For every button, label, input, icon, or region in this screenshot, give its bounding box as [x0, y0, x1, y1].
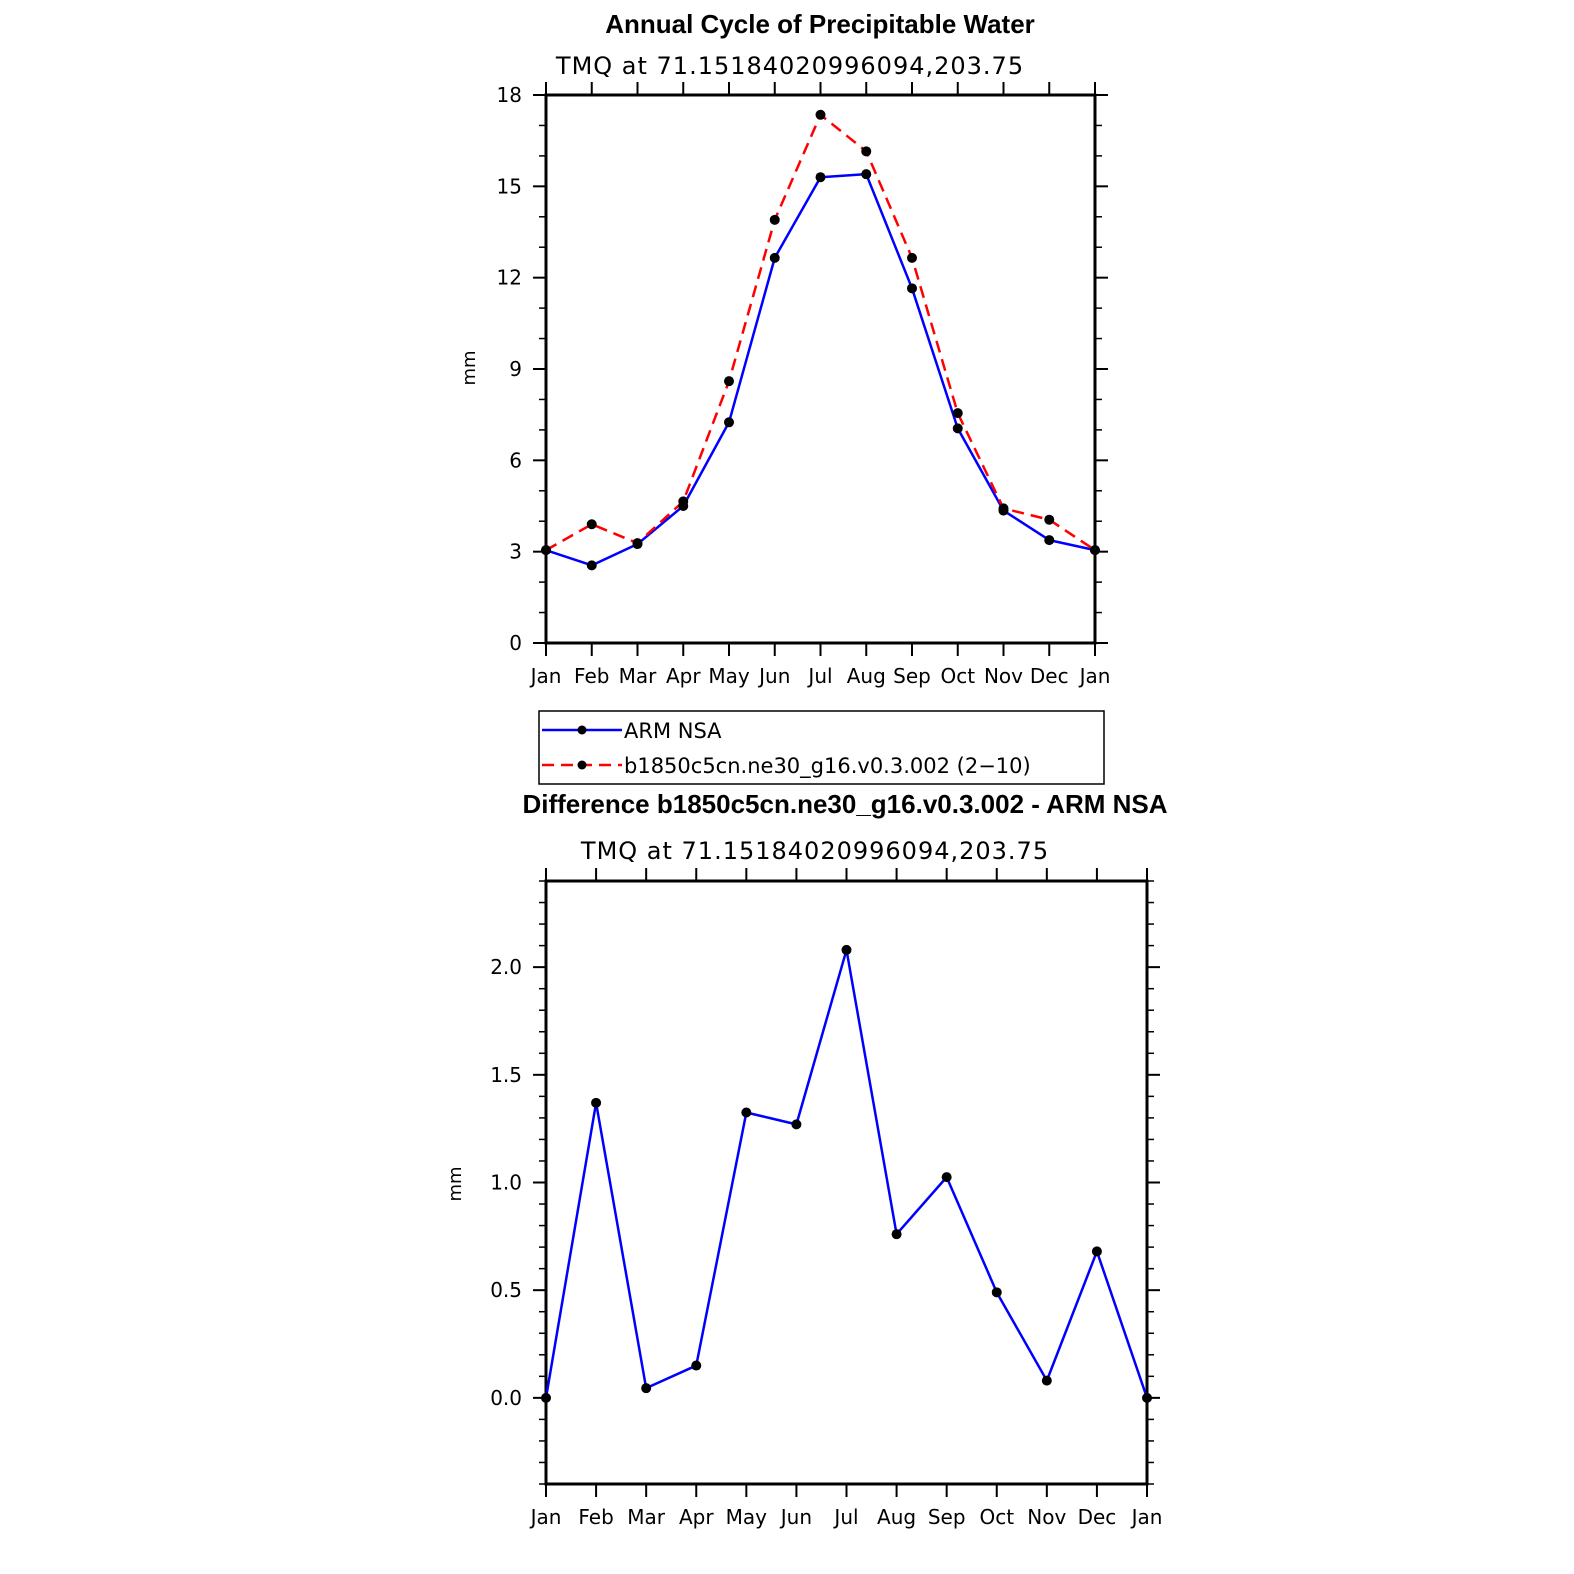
series-0-point	[591, 1097, 602, 1108]
x-tick-label: Apr	[679, 1505, 714, 1529]
x-tick-label: Jan	[529, 664, 562, 688]
x-tick-label: May	[708, 664, 750, 688]
series-1-point	[952, 408, 963, 419]
series-0-point	[791, 1119, 802, 1130]
chart1-subtitle: TMQ at 71.15184020996094,203.75	[555, 52, 1024, 80]
x-tick-label: Aug	[847, 664, 886, 688]
x-tick-label: Jan	[529, 1505, 562, 1529]
y-tick-label: 9	[509, 357, 522, 381]
series-1-point	[541, 545, 551, 556]
series-0-point	[641, 1383, 652, 1394]
legend-frame	[538, 710, 1105, 785]
series-0-point	[891, 1229, 902, 1240]
series-1-point	[1044, 514, 1055, 525]
chart2-subtitle: TMQ at 71.15184020996094,203.75	[580, 837, 1049, 865]
chart1-y-axis-label: mm	[459, 350, 480, 385]
y-tick-label: 0	[509, 631, 522, 655]
x-tick-label: Mar	[627, 1505, 666, 1529]
y-tick-label: 12	[497, 266, 522, 290]
x-tick-label: May	[726, 1505, 768, 1529]
y-tick-label: 0.0	[490, 1386, 522, 1410]
y-tick-label: 18	[497, 83, 522, 107]
series-1-point	[632, 538, 643, 549]
chart1-axis-ticks	[533, 82, 1108, 656]
annual-cycle-chart: Annual Cycle of Precipitable Water TMQ a…	[459, 9, 1111, 785]
series-0-point	[1091, 1246, 1102, 1257]
chart1-y-tick-labels: 0 3 6 9 12 15 18	[497, 83, 522, 655]
series-0-point	[941, 1172, 952, 1183]
chart1-x-tick-labels: Jan Feb Mar Apr May Jun Jul Aug Sep Oct Nov Dec Jan	[529, 664, 1111, 688]
series-0-point	[841, 944, 852, 955]
series-1-point	[1090, 545, 1100, 556]
y-tick-label: 1.5	[490, 1063, 522, 1087]
series-1-point	[998, 503, 1009, 514]
chart1-legend: ARM NSA b1850c5cn.ne30_g16.v0.3.002 (2−1…	[538, 710, 1105, 785]
series-0-point	[861, 169, 872, 180]
x-tick-label: Mar	[619, 664, 658, 688]
y-tick-label: 3	[509, 540, 522, 564]
chart2-title: Difference b1850c5cn.ne30_g16.v0.3.002 -…	[522, 789, 1167, 819]
x-tick-label: Nov	[984, 664, 1023, 688]
x-tick-label: Feb	[574, 664, 609, 688]
series-line-0	[545, 172, 1096, 567]
series-0-point	[741, 1107, 752, 1118]
series-0-point	[769, 252, 780, 263]
x-tick-label: Feb	[578, 1505, 613, 1529]
x-tick-label: Oct	[979, 1505, 1014, 1529]
series-1-point	[815, 109, 826, 120]
difference-chart: Difference b1850c5cn.ne30_g16.v0.3.002 -…	[445, 789, 1168, 1529]
series-0-point	[952, 423, 963, 434]
x-tick-label: Jan	[1130, 1505, 1163, 1529]
series-1-point	[907, 252, 917, 263]
chart2-plot-frame	[544, 879, 1149, 1486]
x-tick-label: Oct	[940, 664, 975, 688]
chart1-title: Annual Cycle of Precipitable Water	[605, 9, 1035, 39]
series-0-point	[907, 283, 917, 294]
series-1-point	[586, 519, 597, 530]
x-tick-label: Dec	[1030, 664, 1069, 688]
series-0-point	[1044, 535, 1055, 546]
legend-marker-model	[577, 760, 587, 770]
series-0-point	[815, 172, 826, 183]
series-0-point	[691, 1360, 702, 1371]
legend-entry-model: b1850c5cn.ne30_g16.v0.3.002 (2−10)	[624, 754, 1031, 779]
y-tick-label: 6	[509, 448, 522, 472]
x-tick-label: Sep	[893, 664, 931, 688]
x-tick-label: Nov	[1027, 1505, 1066, 1529]
x-tick-label: Jun	[757, 664, 790, 688]
x-tick-label: Jul	[832, 1505, 858, 1529]
series-1-point	[769, 214, 780, 225]
y-tick-label: 0.5	[490, 1278, 522, 1302]
x-tick-label: Aug	[877, 1505, 916, 1529]
series-0-point	[541, 1392, 551, 1403]
chart2-series-group	[541, 944, 1152, 1403]
series-0-point	[586, 560, 597, 571]
legend-entry-arm-nsa: ARM NSA	[624, 719, 722, 743]
x-tick-label: Sep	[928, 1505, 966, 1529]
chart2-x-tick-labels: Jan Feb Mar Apr May Jun Jul Aug Sep Oct Nov Dec Jan	[529, 1505, 1163, 1529]
x-tick-label: Jul	[806, 664, 832, 688]
x-tick-label: Jun	[779, 1505, 812, 1529]
chart1-series-group	[541, 109, 1100, 571]
chart2-y-tick-labels: 0.0 0.5 1.0 1.5 2.0	[490, 955, 522, 1410]
y-tick-label: 1.0	[490, 1171, 522, 1195]
series-1-point	[724, 376, 734, 387]
series-0-point	[1142, 1392, 1152, 1403]
chart2-axis-ticks	[533, 868, 1160, 1497]
series-0-point	[1041, 1375, 1052, 1386]
series-1-point	[861, 146, 872, 157]
x-tick-label: Jan	[1078, 664, 1111, 688]
x-tick-label: Dec	[1078, 1505, 1117, 1529]
series-0-point	[724, 417, 734, 428]
legend-marker-arm-nsa	[577, 725, 587, 735]
y-tick-label: 2.0	[490, 955, 522, 979]
chart2-y-axis-label: mm	[445, 1166, 466, 1201]
y-tick-label: 15	[497, 174, 522, 198]
series-line-0	[544, 948, 1149, 1399]
series-0-point	[991, 1287, 1002, 1298]
x-tick-label: Apr	[666, 664, 701, 688]
series-1-point	[678, 496, 689, 507]
